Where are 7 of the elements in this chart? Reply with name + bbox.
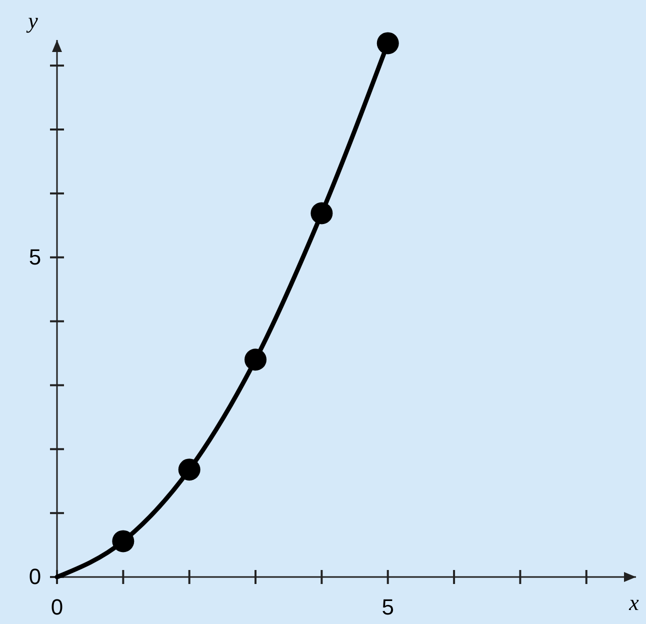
x-axis-title: x <box>628 590 640 615</box>
point <box>178 458 200 481</box>
point <box>244 348 267 371</box>
point <box>112 530 134 552</box>
y-axis-title: y <box>26 8 38 33</box>
point <box>376 32 399 54</box>
point <box>310 202 333 224</box>
